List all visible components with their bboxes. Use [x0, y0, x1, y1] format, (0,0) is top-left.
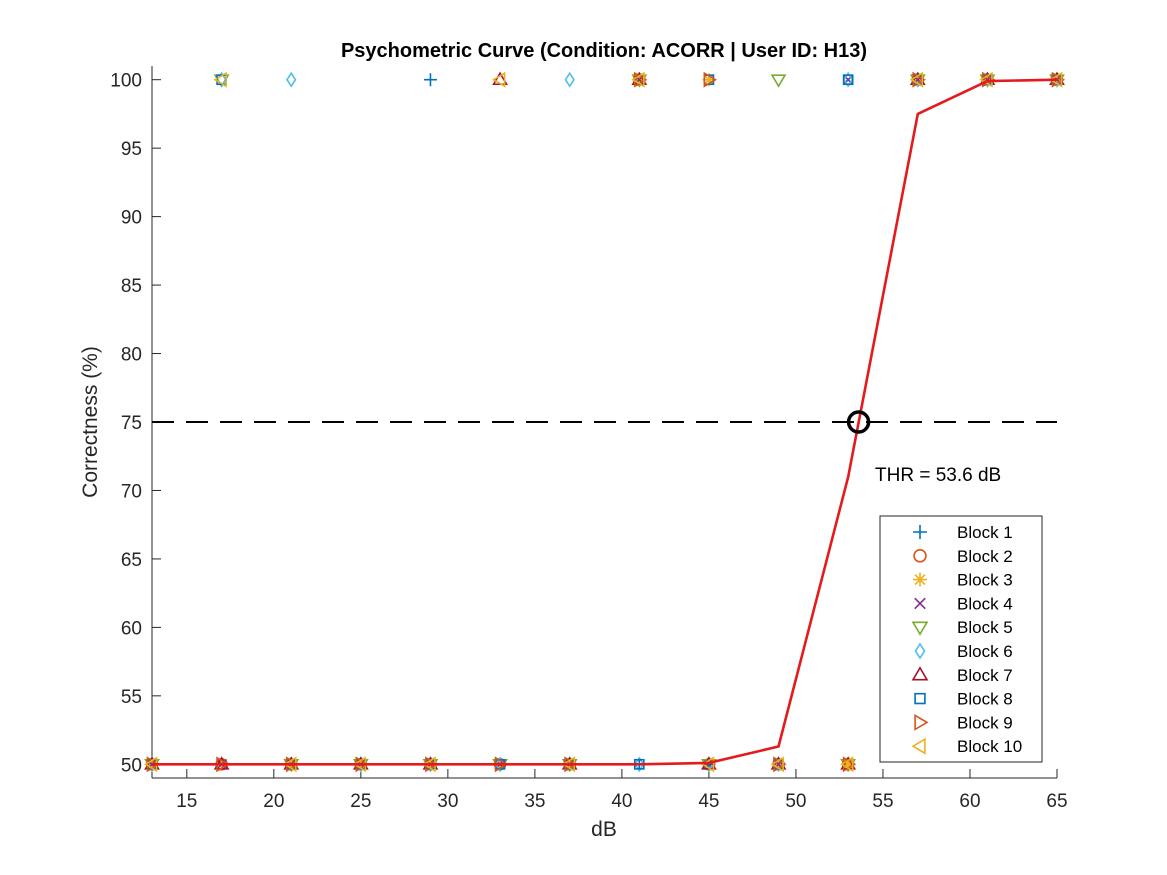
chart-title: Psychometric Curve (Condition: ACORR | U… — [341, 40, 867, 62]
y-tick-label: 75 — [121, 413, 142, 434]
data-point — [912, 74, 924, 86]
data-point — [842, 756, 857, 773]
legend-label: Block 10 — [957, 737, 1022, 756]
data-point — [912, 71, 926, 88]
legend-item: Block 10 — [911, 737, 1022, 756]
legend-item: Block 2 — [913, 547, 1013, 566]
data-point — [634, 756, 645, 773]
y-tick-label: 100 — [110, 71, 142, 92]
data-point — [773, 756, 787, 773]
y-axis-label: Correctness (%) — [79, 346, 102, 498]
legend-marker — [911, 621, 929, 636]
data-point — [700, 756, 715, 773]
y-tick-label: 65 — [121, 550, 142, 571]
data-point — [770, 756, 784, 773]
x-tick-label: 45 — [698, 791, 719, 812]
legend-label: Block 3 — [957, 571, 1013, 590]
legend-item: Block 4 — [914, 594, 1013, 613]
legend-marker — [914, 692, 926, 705]
legend-label: Block 1 — [957, 523, 1013, 542]
legend-item: Block 3 — [913, 571, 1013, 590]
legend-box — [879, 515, 1043, 763]
data-point — [842, 74, 854, 86]
y-tick-label: 95 — [121, 139, 142, 160]
legend-marker — [914, 597, 926, 610]
data-point — [146, 756, 161, 773]
legend-item: Block 7 — [911, 666, 1013, 685]
legend-marker — [913, 525, 927, 539]
axes: 15 20 25 30 35 40 45 50 55 60 65 50 55 60 65 70 75 80 85 90… — [110, 66, 1068, 812]
legend-label: Block 2 — [957, 547, 1013, 566]
y-tick-label: 80 — [121, 345, 142, 366]
legend-item: Block 9 — [914, 713, 1013, 732]
data-point — [631, 71, 645, 88]
legend-label: Block 7 — [957, 666, 1013, 685]
threshold-annotation: THR = 53.6 dB — [875, 465, 1001, 486]
data-point — [703, 71, 718, 88]
data-point — [213, 71, 227, 88]
legend-marker — [914, 714, 929, 731]
x-tick-label: 50 — [785, 791, 806, 812]
data-point — [840, 756, 854, 773]
x-tick-label: 20 — [263, 791, 284, 812]
legend-label: Block 8 — [957, 690, 1013, 709]
fit-curve-layer — [152, 78, 1058, 766]
y-tick-label: 90 — [121, 208, 142, 229]
data-point — [633, 71, 648, 88]
data-point — [1051, 74, 1063, 86]
data-point — [564, 71, 575, 88]
x-axis-label: dB — [591, 818, 617, 841]
y-tick-label: 70 — [121, 481, 142, 502]
legend-label: Block 9 — [957, 713, 1013, 732]
legend-marker — [913, 572, 927, 587]
data-point — [842, 71, 854, 88]
data-point — [702, 73, 716, 87]
x-tick-label: 55 — [872, 791, 893, 812]
legend-marker — [911, 737, 926, 755]
data-point — [423, 73, 437, 87]
x-tick-label: 60 — [959, 791, 980, 812]
data-point — [491, 71, 506, 88]
legend-marker — [911, 666, 929, 681]
legend: Block 1 Block 2 Block 3 Block 4 Block 5 Block… — [879, 515, 1043, 763]
data-point — [286, 71, 297, 88]
x-tick-label: 40 — [611, 791, 632, 812]
data-point — [842, 74, 854, 86]
legend-label: Block 6 — [957, 642, 1013, 661]
y-tick-label: 85 — [121, 276, 142, 297]
legend-label: Block 4 — [957, 594, 1013, 613]
data-point — [841, 757, 855, 771]
x-tick-label: 25 — [350, 791, 371, 812]
legend-marker — [914, 642, 926, 660]
x-tick-label: 30 — [437, 791, 458, 812]
x-tick-label: 35 — [524, 791, 545, 812]
legend-marker — [913, 549, 927, 563]
legend-item: Block 5 — [911, 618, 1013, 637]
x-tick-label: 65 — [1046, 791, 1067, 812]
y-tick-label: 60 — [121, 618, 142, 639]
threshold-marker-layer — [846, 410, 871, 434]
data-point — [770, 74, 787, 88]
data-point — [909, 71, 924, 88]
data-point — [773, 758, 784, 770]
data-point — [633, 74, 645, 86]
legend-item: Block 1 — [913, 523, 1013, 542]
legend-item: Block 6 — [914, 642, 1013, 661]
fit-curve — [152, 78, 1058, 766]
threshold-marker — [846, 410, 871, 434]
legend-item: Block 8 — [914, 690, 1013, 709]
y-tick-label: 50 — [121, 755, 142, 776]
legend-label: Block 5 — [957, 618, 1013, 637]
data-point — [982, 71, 996, 88]
data-point — [1048, 71, 1063, 88]
y-tick-label: 55 — [121, 687, 142, 708]
x-tick-label: 15 — [176, 791, 197, 812]
